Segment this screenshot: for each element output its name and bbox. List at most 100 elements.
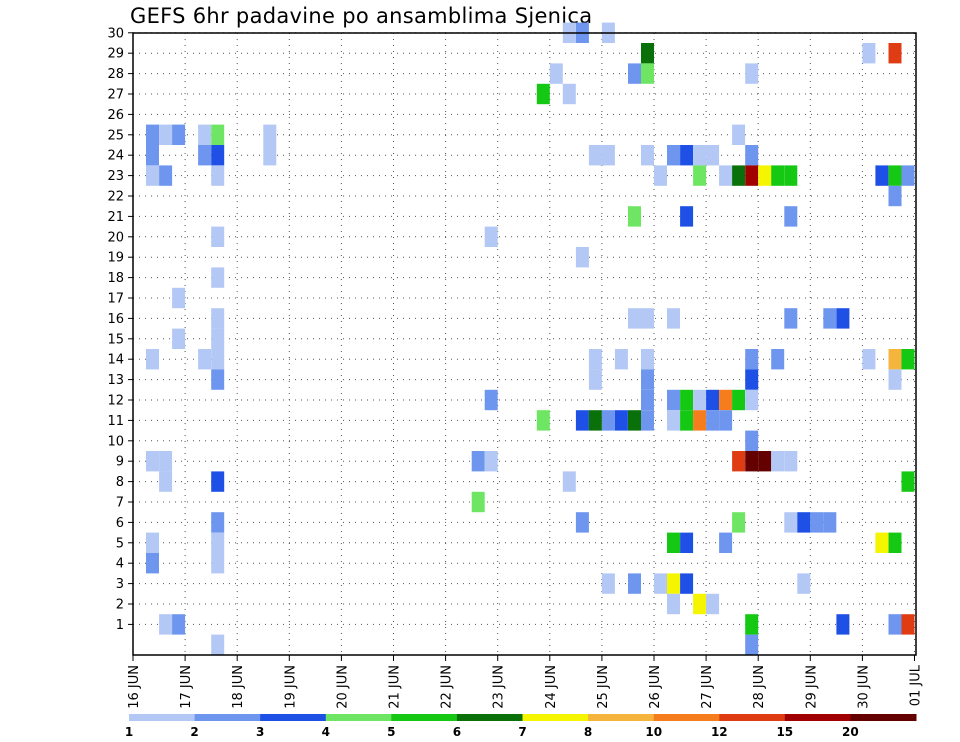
heatmap-cell — [211, 308, 225, 329]
legend-swatch — [194, 714, 261, 721]
heatmap-cell — [588, 145, 602, 166]
heatmap-cell — [745, 349, 759, 370]
chart-title: GEFS 6hr padavine po ansamblima Sjenica — [130, 4, 593, 28]
y-tick-label: 19 — [107, 251, 124, 266]
heatmap-cell — [875, 165, 889, 186]
legend-label: 6 — [453, 725, 461, 739]
x-axis-ticks: 16 JUN 17 JUN 18 JUN 19 JUN 20 JUN 21 JUN 22 J… — [127, 655, 924, 709]
legend-label: 20 — [842, 725, 859, 739]
heatmap-cell — [680, 532, 694, 553]
heatmap-cell — [641, 389, 654, 411]
heatmap-cell — [693, 410, 707, 431]
y-tick-label: 3 — [116, 577, 124, 592]
x-tick-label: 20 JUN — [335, 665, 350, 709]
legend-swatch — [129, 714, 196, 721]
heatmap-cell — [823, 308, 837, 329]
heatmap-cell — [198, 349, 212, 370]
heatmap-cell — [719, 410, 733, 431]
x-tick-label: 29 JUN — [804, 665, 819, 709]
heatmap-cell — [211, 553, 225, 574]
y-tick-label: 25 — [107, 128, 124, 143]
heatmap-cell — [146, 145, 159, 166]
heatmap-cell — [784, 451, 798, 472]
x-tick-label: 27 JUN — [700, 665, 715, 709]
legend-label: 5 — [387, 725, 395, 739]
heatmap-cell — [211, 369, 225, 390]
heatmap-cell — [641, 349, 654, 370]
legend-label: 10 — [645, 725, 662, 739]
heatmap-cell — [771, 165, 785, 186]
y-tick-label: 20 — [107, 230, 124, 245]
heatmap-cell — [901, 614, 915, 635]
y-tick-label: 28 — [107, 67, 124, 82]
heatmap-cell — [159, 614, 173, 635]
legend-swatch — [784, 714, 851, 721]
heatmap-cell — [888, 369, 902, 390]
y-tick-label: 2 — [116, 598, 124, 613]
heatmap-cell — [745, 614, 759, 635]
heatmap-cell — [536, 83, 550, 105]
heatmap-cell — [159, 124, 173, 145]
heatmap-cell — [680, 206, 694, 227]
heatmap-cell — [706, 593, 720, 615]
heatmap-cell — [667, 389, 680, 411]
heatmap-cell — [172, 614, 186, 635]
heatmap-cell — [172, 287, 186, 309]
heatmap-cell — [888, 165, 902, 186]
heatmap-cell — [562, 471, 576, 492]
y-tick-label: 30 — [107, 26, 124, 41]
y-tick-label: 18 — [107, 271, 124, 286]
heatmap-cell — [745, 369, 759, 390]
legend-label: 4 — [322, 725, 330, 739]
y-tick-label: 14 — [107, 353, 124, 368]
heatmap-cell — [693, 389, 707, 411]
heatmap-cell — [784, 308, 798, 329]
heatmap-cell — [575, 410, 589, 431]
heatmap-cell — [263, 124, 277, 145]
heatmap-cell — [484, 389, 498, 411]
y-tick-label: 13 — [107, 373, 124, 388]
heatmap-cell — [667, 410, 680, 431]
legend-swatch — [456, 714, 523, 721]
heatmap-cell — [641, 63, 654, 84]
heatmap-cell — [562, 83, 576, 105]
y-tick-label: 11 — [107, 414, 124, 429]
y-tick-label: 26 — [107, 108, 124, 123]
y-tick-label: 8 — [116, 475, 124, 490]
heatmap-cell — [862, 349, 876, 370]
y-tick-label: 16 — [107, 312, 124, 327]
heatmap-cell — [667, 593, 680, 615]
legend-label: 15 — [776, 725, 793, 739]
y-tick-label: 17 — [107, 292, 124, 307]
heatmap-cell — [771, 349, 785, 370]
heatmap-cell — [146, 349, 159, 370]
heatmap-cell — [159, 451, 173, 472]
x-tick-label: 17 JUN — [179, 665, 194, 709]
heatmap-cell — [836, 614, 850, 635]
x-tick-label: 26 JUN — [648, 665, 663, 709]
heatmap-cell — [211, 165, 225, 186]
heatmap-cell — [588, 369, 602, 390]
heatmap-cell — [198, 124, 212, 145]
heatmap-cell — [745, 165, 759, 186]
y-tick-label: 6 — [116, 516, 124, 531]
heatmap-cell — [732, 124, 746, 145]
heatmap-cell — [667, 308, 680, 329]
heatmap-cell — [211, 471, 225, 492]
heatmap-cell — [667, 532, 680, 553]
heatmap-cell — [146, 165, 159, 186]
heatmap-cell — [745, 634, 759, 655]
legend-label: 1 — [125, 725, 133, 739]
heatmap-cell — [211, 349, 225, 370]
heatmap-cell — [628, 410, 641, 431]
x-tick-label: 16 JUN — [127, 665, 142, 709]
legend-swatch — [850, 714, 917, 721]
heatmap-cell — [745, 430, 759, 451]
heatmap-cell — [888, 614, 902, 635]
heatmap-cell — [745, 389, 759, 411]
legend-swatch — [719, 714, 786, 721]
x-tick-label: 28 JUN — [752, 665, 767, 709]
heatmap-cell — [641, 43, 654, 64]
heatmap-cell — [797, 512, 811, 533]
